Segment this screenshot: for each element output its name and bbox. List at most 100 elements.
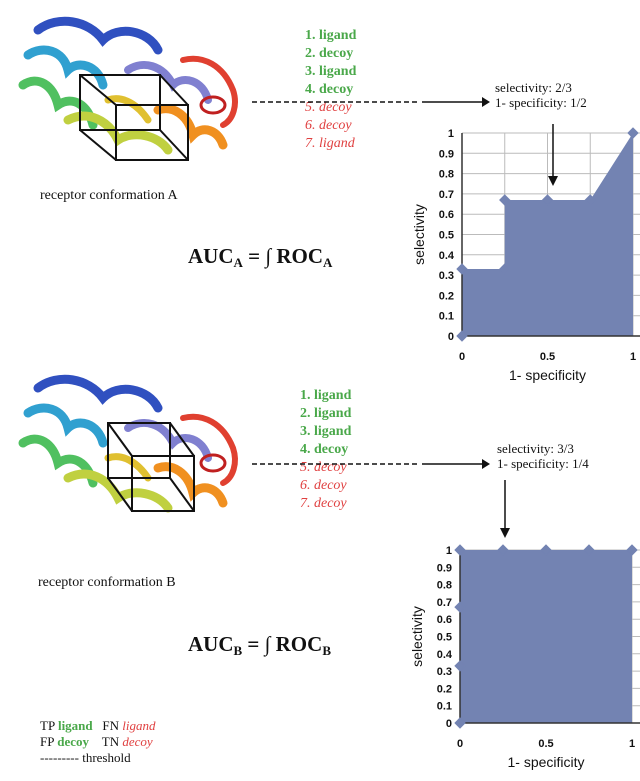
pointer-arrow-head-b [500,528,510,538]
x-tick-label: 0 [459,351,465,363]
legend-fp: FP [40,734,54,749]
annotation-specificity: 1- specificity: 1/4 [497,456,589,471]
auc-formula-a: AUCA = ∫ ROCA [188,244,332,271]
legend-tn: TN [101,734,120,749]
ranking-list-a: 1. ligand 2. decoy 3. ligand 4. decoy 5.… [305,27,356,153]
y-tick-label: 0 [448,331,454,343]
x-axis-label: 1- specificity [509,367,586,383]
x-tick-label: 0.5 [538,738,553,750]
roc-point [456,330,468,342]
legend-tp-word: ligand [57,718,93,733]
y-tick-label: 0.3 [437,666,452,678]
x-tick-label: 0.5 [540,351,555,363]
conformation-label-b: receptor conformation B [38,575,176,590]
y-tick-label: 0.5 [439,230,454,242]
y-tick-label: 0.5 [437,632,452,644]
rank-item: 6. decoy [300,478,347,493]
roc-point [627,127,639,139]
y-tick-label: 0.7 [437,597,452,609]
protein-structure-a [8,10,248,170]
legend-tn-word: decoy [122,734,153,749]
roc-integral-text: = ∫ ROC [242,632,323,656]
y-tick-label: 0.2 [439,290,454,302]
roc-point [499,194,511,206]
legend: TP ligand FN ligand FP decoy TN decoy --… [40,718,156,766]
y-tick-label: 1 [446,545,452,557]
legend-threshold: --------- threshold [40,750,131,765]
threshold-line-b [252,459,490,469]
roc-point [454,544,466,556]
legend-row-negative: FP decoy TN decoy [40,734,156,750]
y-tick-label: 0.6 [439,209,454,221]
roc-area [460,550,632,723]
auc-formula-b: AUCB = ∫ ROCB [188,632,331,659]
legend-row-positive: TP ligand FN ligand [40,718,156,734]
roc-point [540,544,552,556]
x-axis-label: 1- specificity [507,754,584,770]
roc-point [626,544,638,556]
y-tick-label: 0 [446,718,452,730]
conformation-label-a: receptor conformation A [40,188,178,203]
roc-point [584,194,596,206]
annotation-specificity: 1- specificity: 1/2 [495,95,587,110]
protein-structure-b [8,368,248,528]
threshold-line-a [252,97,490,107]
roc-point [583,544,595,556]
legend-fn-word: ligand [122,718,156,733]
y-axis-label: selectivity [409,606,425,667]
roc-chart-b: 0 0.1 0.2 0.3 0.4 0.5 0.6 0.7 0.8 0.9 1 0 0.5 1 1- spe… [409,480,640,770]
roc-area [462,133,633,336]
rank-item: 7. ligand [305,136,355,151]
y-tick-label: 0.3 [439,270,454,282]
roc-point [456,263,468,275]
legend-tp: TP [40,718,55,733]
auc-subscript: A [233,255,243,270]
annotation-a: selectivity: 2/3 1- specificity: 1/2 [495,80,587,110]
rank-item: 4. decoy [300,442,349,457]
y-tick-label: 0.6 [437,614,452,626]
ranking-list-b: 1. ligand 2. ligand 3. ligand 4. decoy 5… [300,387,351,513]
roc-subscript: A [323,255,333,270]
rank-item: 1. ligand [300,388,352,403]
rank-item: 3. ligand [305,64,357,79]
auc-text: AUC [188,632,234,656]
y-tick-label: 0.9 [439,148,454,160]
pointer-arrow-head-a [548,176,558,186]
legend-fp-word: decoy [57,734,90,749]
y-tick-label: 0.2 [437,683,452,695]
roc-point [497,544,509,556]
auc-text: AUC [188,244,234,268]
annotation-b: selectivity: 3/3 1- specificity: 1/4 [497,441,589,471]
rank-item: 1. ligand [305,28,357,43]
rank-item: 6. decoy [305,118,352,133]
roc-integral-text: = ∫ ROC [242,244,324,268]
roc-subscript: B [322,643,331,658]
rank-item: 4. decoy [305,82,354,97]
y-tick-label: 1 [448,128,454,140]
rank-item: 2. decoy [305,46,354,61]
annotation-selectivity: selectivity: 3/3 [497,441,574,456]
y-tick-label: 0.4 [437,649,453,661]
y-tick-label: 0.8 [437,580,452,592]
y-axis-label: selectivity [411,204,427,265]
auc-subscript: B [233,643,243,658]
roc-point [499,263,511,275]
rank-item: 7. decoy [300,496,347,511]
roc-chart-a: 0 0.1 0.2 0.3 0.4 0.5 0.6 0.7 0.8 0.9 1 0 0.5 1 1- spe… [411,124,640,383]
y-tick-label: 0.1 [437,701,452,713]
roc-point [454,601,466,613]
x-tick-label: 1 [629,738,635,750]
x-tick-label: 0 [457,738,463,750]
roc-point [454,660,466,672]
rank-item: 3. ligand [300,424,352,439]
y-tick-label: 0.7 [439,189,454,201]
x-tick-label: 1 [630,351,636,363]
legend-fn: FN [102,718,120,733]
y-tick-label: 0.8 [439,169,454,181]
y-tick-label: 0.1 [439,311,454,323]
rank-item: 5. decoy [305,100,352,115]
rank-item: 2. ligand [300,406,352,421]
annotation-selectivity: selectivity: 2/3 [495,80,572,95]
roc-point [541,194,554,206]
y-tick-label: 0.4 [439,250,455,262]
